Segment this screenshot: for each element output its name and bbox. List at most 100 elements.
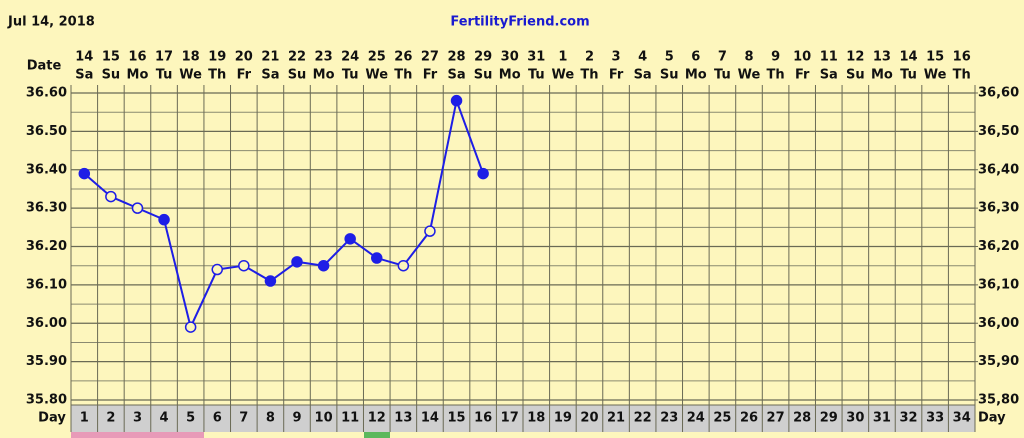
weekday-label: We	[365, 68, 388, 83]
weekday-label: Th	[767, 68, 785, 83]
weekday-label: Su	[660, 68, 679, 83]
x-tick-label: 4	[160, 411, 169, 426]
date-label: 26	[394, 50, 412, 65]
day-label-right: Day	[978, 411, 1006, 426]
x-tick-label: 27	[767, 411, 785, 426]
date-label: 5	[665, 50, 674, 65]
weekday-label: Tu	[342, 68, 359, 83]
date-label: 11	[820, 50, 838, 65]
x-tick-label: 7	[239, 411, 248, 426]
y-tick-label: 36.50	[26, 124, 67, 139]
x-tick-label: 24	[687, 411, 705, 426]
x-tick-label: 21	[607, 411, 625, 426]
weekday-label: We	[738, 68, 761, 83]
date-label: 28	[447, 50, 465, 65]
x-tick-label: 16	[474, 411, 492, 426]
weekday-label: Sa	[261, 68, 279, 83]
x-tick-label: 31	[873, 411, 891, 426]
x-tick-label: 28	[793, 411, 811, 426]
x-tick-label: 15	[447, 411, 465, 426]
y2-tick-label: 36,50	[978, 124, 1019, 139]
date-label: 12	[846, 50, 864, 65]
x-tick-label: 11	[341, 411, 359, 426]
x-tick-label: 3	[133, 411, 142, 426]
weekday-label: Mo	[499, 68, 521, 83]
date-label: 6	[691, 50, 700, 65]
weekday-label: We	[179, 68, 202, 83]
date-label: 7	[718, 50, 727, 65]
weekday-label: Su	[474, 68, 493, 83]
temperature-point	[371, 252, 383, 264]
y-tick-label: 36.60	[26, 86, 67, 101]
weekday-label: Mo	[685, 68, 707, 83]
weekday-label: We	[552, 68, 575, 83]
y-tick-label: 36.40	[26, 162, 67, 177]
weekday-label: Th	[208, 68, 226, 83]
weekday-label: Th	[580, 68, 598, 83]
date-label: 31	[527, 50, 545, 65]
x-tick-label: 8	[266, 411, 275, 426]
x-tick-label: 19	[554, 411, 572, 426]
y2-tick-label: 36,60	[978, 86, 1019, 101]
date-label: 3	[612, 50, 621, 65]
date-label: 14	[899, 50, 917, 65]
y2-tick-label: 35,90	[978, 354, 1019, 369]
temperature-line	[83, 97, 485, 331]
chart-subtitle: Jul 14, 2018	[7, 15, 95, 30]
date-label: 2	[585, 50, 594, 65]
period-flag	[71, 432, 204, 438]
x-tick-label: 9	[292, 411, 301, 426]
weekday-label: Th	[953, 68, 971, 83]
x-tick-label: 12	[368, 411, 386, 426]
temperature-point	[291, 256, 303, 268]
date-label: 23	[315, 50, 333, 65]
x-tick-label: 13	[394, 411, 412, 426]
weekday-label: Fr	[237, 68, 252, 83]
weekday-label: We	[924, 68, 947, 83]
date-label: 16	[128, 50, 146, 65]
weekday-label: Th	[394, 68, 412, 83]
date-label: 21	[261, 50, 279, 65]
x-tick-label: 10	[315, 411, 333, 426]
temperature-point	[78, 167, 91, 180]
y2-tick-label: 36,20	[978, 239, 1019, 254]
y-tick-label: 35.80	[26, 393, 67, 408]
chart-title: FertilityFriend.com	[450, 15, 589, 30]
y2-tick-label: 36,30	[978, 201, 1019, 216]
date-label: 8	[744, 50, 753, 65]
date-label: 30	[501, 50, 519, 65]
x-tick-label: 20	[580, 411, 598, 426]
x-tick-label: 25	[713, 411, 731, 426]
temperature-point	[105, 190, 117, 203]
temperature-point	[317, 259, 330, 272]
weekday-label: Mo	[127, 68, 149, 83]
weekday-label: Mo	[313, 68, 335, 83]
date-label: 24	[341, 50, 359, 65]
temperature-point	[184, 321, 197, 333]
date-label: 15	[102, 50, 120, 65]
y2-tick-label: 36,00	[978, 316, 1019, 331]
weekday-label: Sa	[75, 68, 93, 83]
fertile-flag	[364, 432, 390, 438]
date-label: 4	[638, 50, 647, 65]
weekday-label: Tu	[156, 68, 173, 83]
temperature-point	[477, 167, 489, 180]
weekday-label: Sa	[447, 68, 465, 83]
temperature-point	[131, 202, 144, 214]
x-tick-label: 18	[527, 411, 545, 426]
x-tick-label: 29	[820, 411, 838, 426]
date-label: 25	[368, 50, 386, 65]
temperature-point	[424, 225, 436, 237]
x-tick-label: 26	[740, 411, 758, 426]
date-label: 18	[182, 50, 200, 65]
date-label: 20	[235, 50, 253, 65]
date-label: 10	[793, 50, 811, 65]
weekday-label: Su	[102, 68, 121, 83]
x-tick-label: 5	[186, 411, 195, 426]
x-tick-label: 30	[846, 411, 864, 426]
y2-tick-label: 36,10	[978, 277, 1019, 292]
date-label: 1	[558, 50, 567, 65]
